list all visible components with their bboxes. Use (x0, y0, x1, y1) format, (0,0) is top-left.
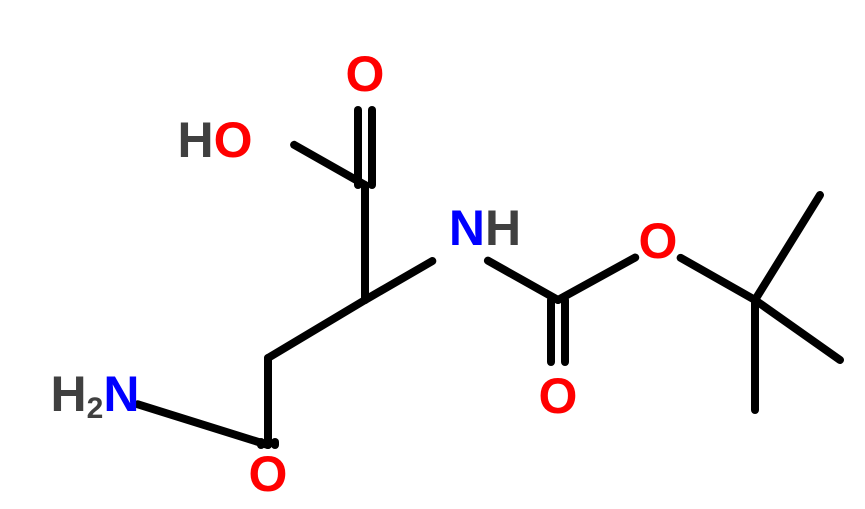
atom-label: O (539, 368, 578, 424)
atom-label: O (639, 213, 678, 269)
molecule-diagram: O O O O NH HO H2N (0, 0, 865, 509)
atom-label: O (346, 46, 385, 102)
h2n-label: H2N (51, 366, 140, 425)
nh-label: NH (449, 200, 521, 256)
ho-label: HO (177, 112, 252, 168)
atom-label: O (249, 446, 288, 502)
